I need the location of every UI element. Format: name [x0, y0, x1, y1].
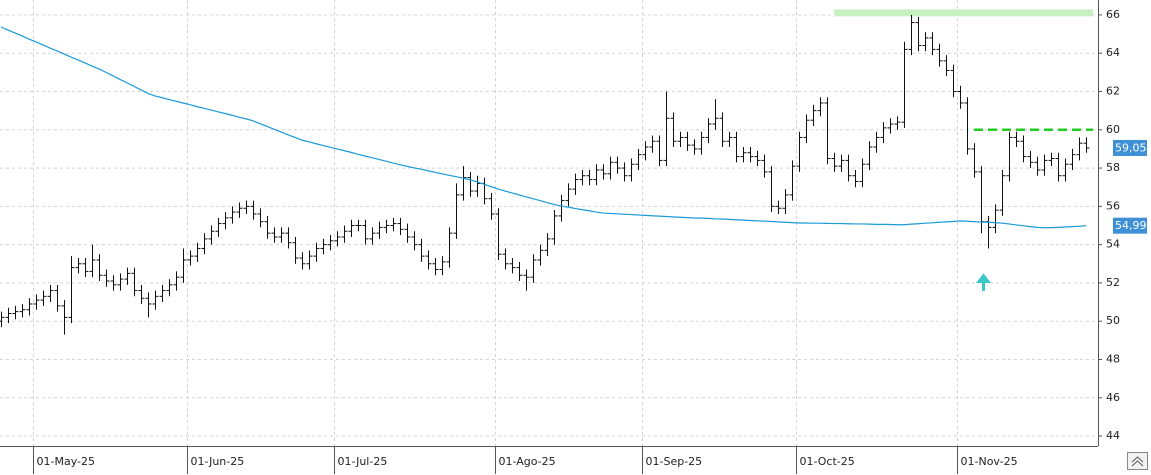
x-tick-label: 01-Sep-25: [646, 455, 703, 468]
y-tick-label: 44: [1106, 429, 1120, 442]
y-tick-label: 56: [1106, 199, 1120, 212]
y-tick-label: 58: [1106, 161, 1120, 174]
x-tick-label: 01-May-25: [37, 455, 95, 468]
x-tick-label: 01-Jun-25: [191, 455, 245, 468]
value-box: [1113, 139, 1147, 156]
y-tick-label: 46: [1106, 391, 1120, 404]
value-box-label: 54,99: [1115, 219, 1147, 232]
y-tick-label: 52: [1106, 276, 1120, 289]
y-tick-label: 48: [1106, 352, 1120, 365]
scroll-icon: [1131, 456, 1144, 467]
moving-average: [0, 26, 1087, 229]
y-tick-label: 66: [1106, 8, 1120, 21]
y-tick-label: 62: [1106, 84, 1120, 97]
grid-layer: [0, 0, 1098, 446]
x-tick-label: 01-Oct-25: [800, 455, 855, 468]
support-arrow: [975, 273, 992, 291]
y-tick-label: 64: [1106, 46, 1120, 59]
x-tick-label: 01-Ago-25: [499, 455, 556, 468]
marks-layer: [0, 14, 1090, 335]
y-tick-label: 60: [1106, 123, 1120, 136]
x-tick-label: 01-Jul-25: [338, 455, 388, 468]
y-tick-label: 54: [1106, 238, 1120, 251]
value-box: [1113, 217, 1147, 234]
y-tick-label: 50: [1106, 314, 1120, 327]
value-box-label: 59,05: [1115, 141, 1147, 154]
x-tick-label: 01-Nov-25: [961, 455, 1018, 468]
